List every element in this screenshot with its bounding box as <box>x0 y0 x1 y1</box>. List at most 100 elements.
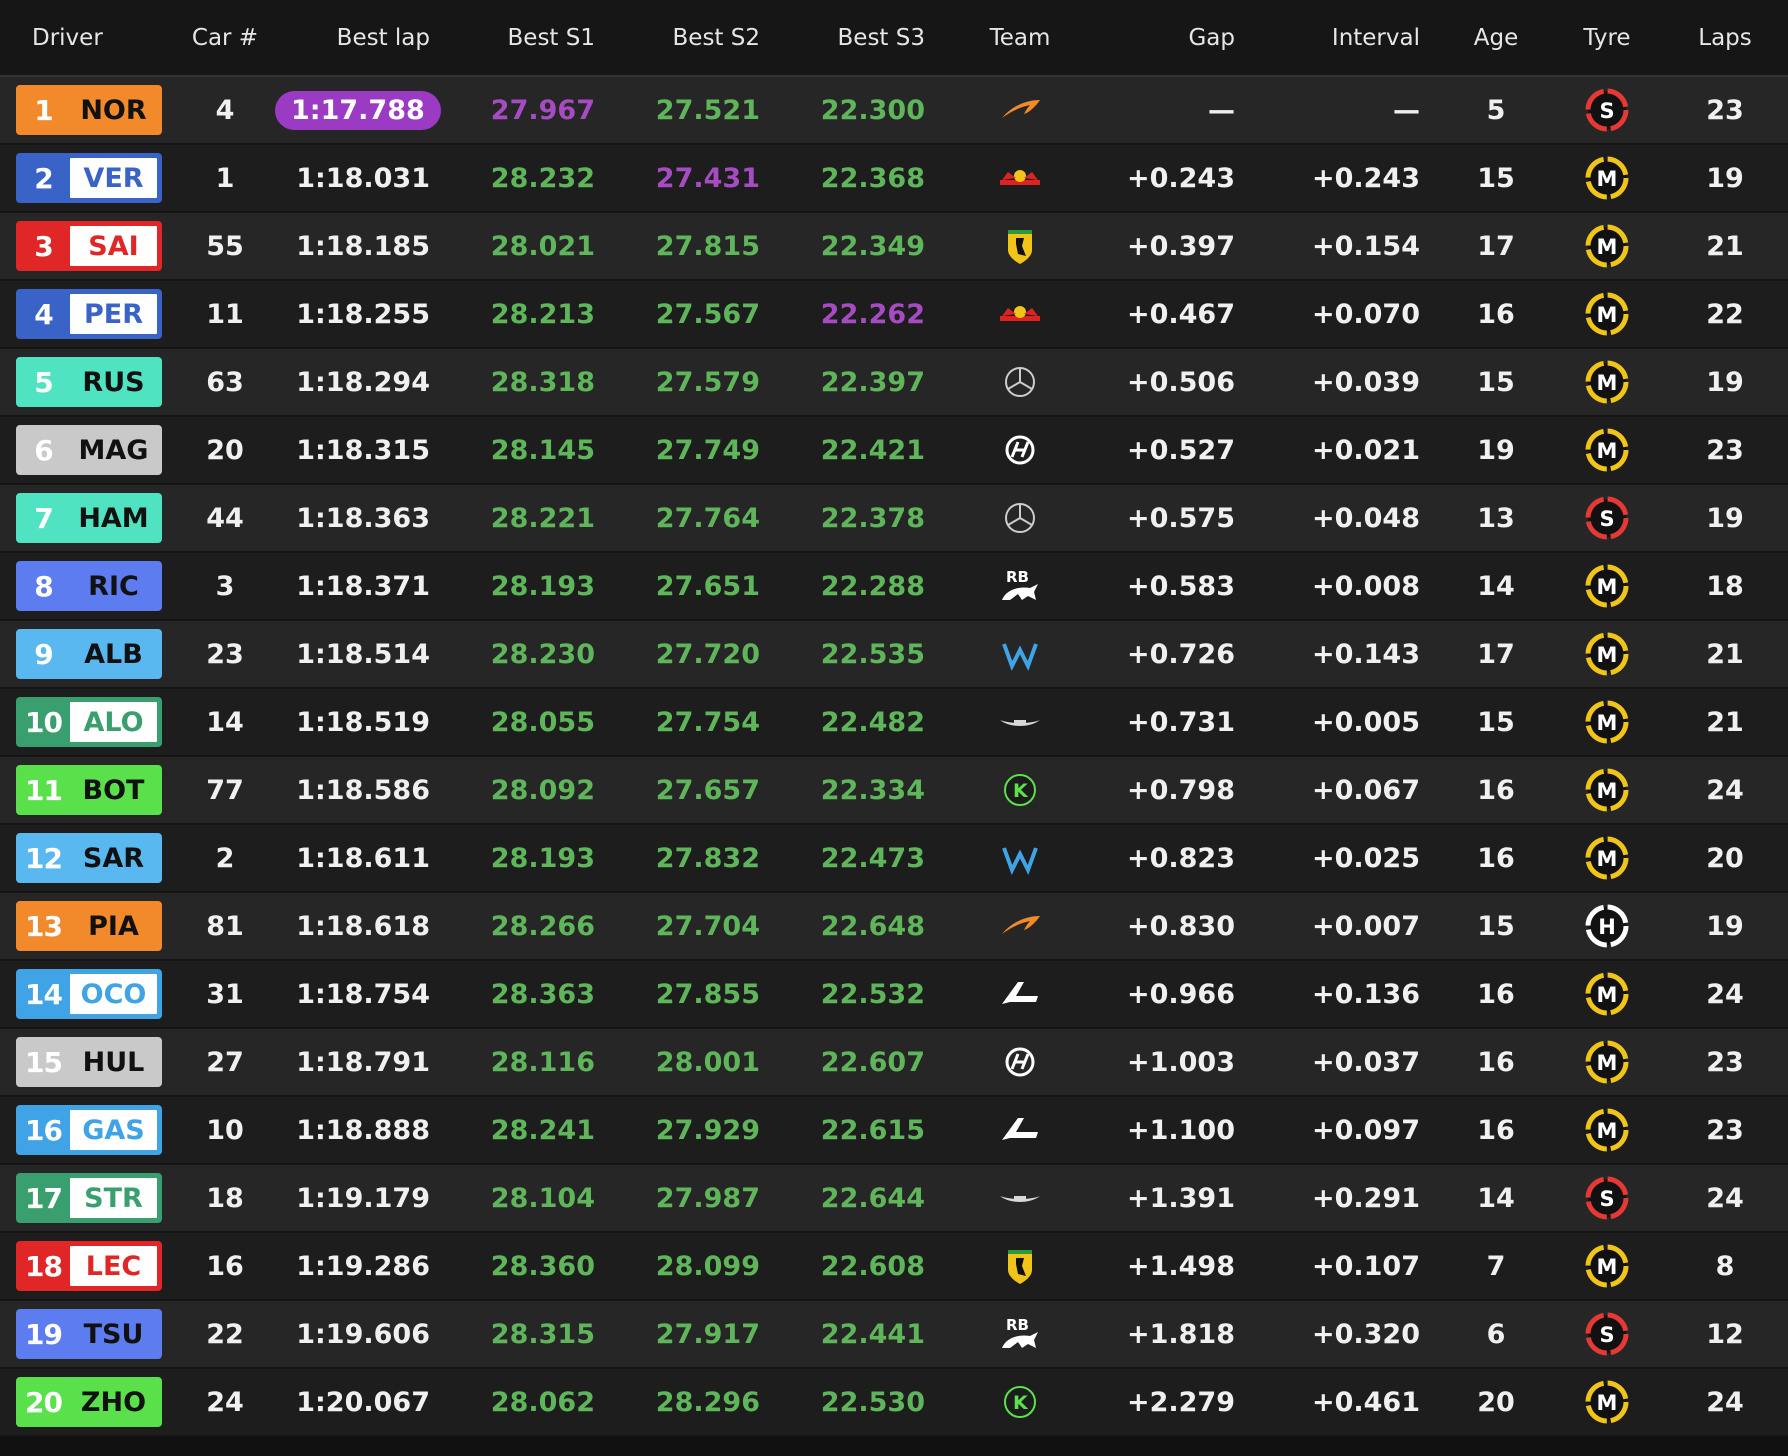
header-best-lap[interactable]: Best lap <box>275 0 450 77</box>
svg-text:RB: RB <box>1006 1316 1029 1334</box>
driver-cell: 2 VER <box>0 144 175 212</box>
table-row[interactable]: 3 SAI 55 1:18.185 28.021 27.815 22.349 +0.397 +0… <box>0 212 1788 280</box>
table-row[interactable]: 9 ALB 23 1:18.514 28.230 27.720 22.535 +0.726 +0… <box>0 620 1788 688</box>
header-best-s1[interactable]: Best S1 <box>450 0 615 77</box>
driver-badge: 10 ALO <box>16 697 162 747</box>
table-row[interactable]: 12 SAR 2 1:18.611 28.193 27.832 22.473 +0.823 +0… <box>0 824 1788 892</box>
table-row[interactable]: 4 PER 11 1:18.255 28.213 27.567 22.262 +0.467 +0… <box>0 280 1788 348</box>
best-lap: 1:18.255 <box>296 298 430 330</box>
best-s3: 22.473 <box>820 842 925 874</box>
svg-text:M: M <box>1597 1391 1618 1415</box>
position: 7 <box>34 501 53 535</box>
driver-badge: 9 ALB <box>16 629 162 679</box>
tyre-age: 20 <box>1477 1386 1515 1418</box>
laps: 19 <box>1706 502 1744 534</box>
position: 17 <box>25 1181 63 1215</box>
header-car[interactable]: Car # <box>175 0 275 77</box>
table-row[interactable]: 6 MAG 20 1:18.315 28.145 27.749 22.421 +0.527 +0… <box>0 416 1788 484</box>
position: 6 <box>34 433 53 467</box>
gap: +0.506 <box>1126 366 1235 398</box>
best-s2: 27.567 <box>655 298 760 330</box>
driver-code: TSU <box>70 1314 157 1354</box>
laps: 24 <box>1706 1386 1744 1418</box>
position: 12 <box>25 841 63 875</box>
table-row[interactable]: 8 RIC 3 1:18.371 28.193 27.651 22.288 RB +0.583 +… <box>0 552 1788 620</box>
car-number: 22 <box>206 1318 244 1350</box>
table-row[interactable]: 2 VER 1 1:18.031 28.232 27.431 22.368 +0.243 +0.… <box>0 144 1788 212</box>
interval: +0.143 <box>1311 638 1420 670</box>
table-row[interactable]: 15 HUL 27 1:18.791 28.116 28.001 22.607 +1.003 +… <box>0 1028 1788 1096</box>
table-row[interactable]: 19 TSU 22 1:19.606 28.315 27.917 22.441 RB +1.81… <box>0 1300 1788 1368</box>
laps: 21 <box>1706 230 1744 262</box>
header-interval[interactable]: Interval <box>1255 0 1440 77</box>
table-row[interactable]: 14 OCO 31 1:18.754 28.363 27.855 22.532 +0.966 +… <box>0 960 1788 1028</box>
tyre-age: 7 <box>1486 1250 1506 1282</box>
table-row[interactable]: 13 PIA 81 1:18.618 28.266 27.704 22.648 +0.830 +… <box>0 892 1788 960</box>
car-number: 27 <box>206 1046 244 1078</box>
best-s3: 22.378 <box>820 502 925 534</box>
header-best-s3[interactable]: Best S3 <box>780 0 945 77</box>
svg-text:M: M <box>1597 711 1618 735</box>
header-gap[interactable]: Gap <box>1095 0 1255 77</box>
best-s1: 28.055 <box>490 706 595 738</box>
header-team[interactable]: Team <box>945 0 1095 77</box>
best-s3: 22.644 <box>820 1182 925 1214</box>
driver-code: SAR <box>70 838 157 878</box>
best-lap: 1:18.031 <box>296 162 430 194</box>
best-s3: 22.334 <box>820 774 925 806</box>
position: 16 <box>25 1113 63 1147</box>
driver-badge: 19 TSU <box>16 1309 162 1359</box>
driver-badge: 13 PIA <box>16 901 162 951</box>
best-lap: 1:18.791 <box>296 1046 430 1078</box>
tyre-cell: H <box>1552 892 1662 960</box>
header-best-s2[interactable]: Best S2 <box>615 0 780 77</box>
table-row[interactable]: 17 STR 18 1:19.179 28.104 27.987 22.644 +1.391 +… <box>0 1164 1788 1232</box>
table-row[interactable]: 11 BOT 77 1:18.586 28.092 27.657 22.334 K +0.798… <box>0 756 1788 824</box>
table-row[interactable]: 1 NOR 4 1:17.788 27.967 27.521 22.300 — — 5 S 23 <box>0 76 1788 144</box>
best-s3: 22.530 <box>820 1386 925 1418</box>
tyre-age: 14 <box>1477 570 1515 602</box>
best-lap: 1:19.286 <box>296 1250 430 1282</box>
table-row[interactable]: 7 HAM 44 1:18.363 28.221 27.764 22.378 +0.575 +0… <box>0 484 1788 552</box>
header-age[interactable]: Age <box>1440 0 1552 77</box>
williams-icon <box>996 842 1044 876</box>
car-number: 24 <box>206 1386 244 1418</box>
red-bull-icon <box>996 298 1044 329</box>
tyre-cell: M <box>1552 1368 1662 1436</box>
table-row[interactable]: 10 ALO 14 1:18.519 28.055 27.754 22.482 +0.731 +… <box>0 688 1788 756</box>
header-driver[interactable]: Driver <box>0 0 175 77</box>
team-cell <box>945 620 1095 688</box>
best-s2: 27.704 <box>655 910 760 942</box>
best-s1: 28.221 <box>490 502 595 534</box>
table-row[interactable]: 5 RUS 63 1:18.294 28.318 27.579 22.397 +0.506 +0… <box>0 348 1788 416</box>
driver-badge: 7 HAM <box>16 493 162 543</box>
svg-text:RB: RB <box>1006 568 1029 586</box>
mercedes-icon <box>996 366 1044 397</box>
red-bull-icon <box>996 162 1044 193</box>
gap: +0.830 <box>1126 910 1235 942</box>
team-cell <box>945 1096 1095 1164</box>
table-row[interactable]: 16 GAS 10 1:18.888 28.241 27.929 22.615 +1.100 +… <box>0 1096 1788 1164</box>
team-cell: RB <box>945 552 1095 620</box>
interval: +0.320 <box>1311 1318 1420 1350</box>
best-s3: 22.532 <box>820 978 925 1010</box>
table-row[interactable]: 18 LEC 16 1:19.286 28.360 28.099 22.608 +1.498 +… <box>0 1232 1788 1300</box>
haas-icon <box>996 434 1044 465</box>
best-s1: 28.266 <box>490 910 595 942</box>
svg-text:M: M <box>1597 847 1618 871</box>
header-tyre[interactable]: Tyre <box>1552 0 1662 77</box>
car-number: 4 <box>215 94 235 126</box>
position: 2 <box>34 161 53 195</box>
svg-text:M: M <box>1597 643 1618 667</box>
tyre-age: 16 <box>1477 774 1515 806</box>
header-laps[interactable]: Laps <box>1662 0 1788 77</box>
svg-text:M: M <box>1597 371 1618 395</box>
driver-badge: 3 SAI <box>16 221 162 271</box>
svg-text:S: S <box>1599 99 1614 123</box>
table-row[interactable]: 20 ZHO 24 1:20.067 28.062 28.296 22.530 K +2.279… <box>0 1368 1788 1436</box>
team-cell <box>945 416 1095 484</box>
best-s1: 28.213 <box>490 298 595 330</box>
position: 4 <box>34 297 53 331</box>
tyre-hard-icon: H <box>1584 904 1630 948</box>
mclaren-icon <box>996 910 1044 941</box>
